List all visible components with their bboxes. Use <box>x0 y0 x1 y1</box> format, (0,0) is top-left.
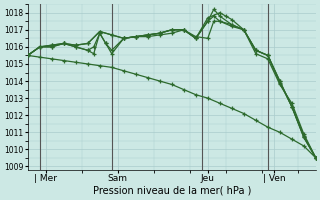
X-axis label: Pression niveau de la mer( hPa ): Pression niveau de la mer( hPa ) <box>92 186 251 196</box>
